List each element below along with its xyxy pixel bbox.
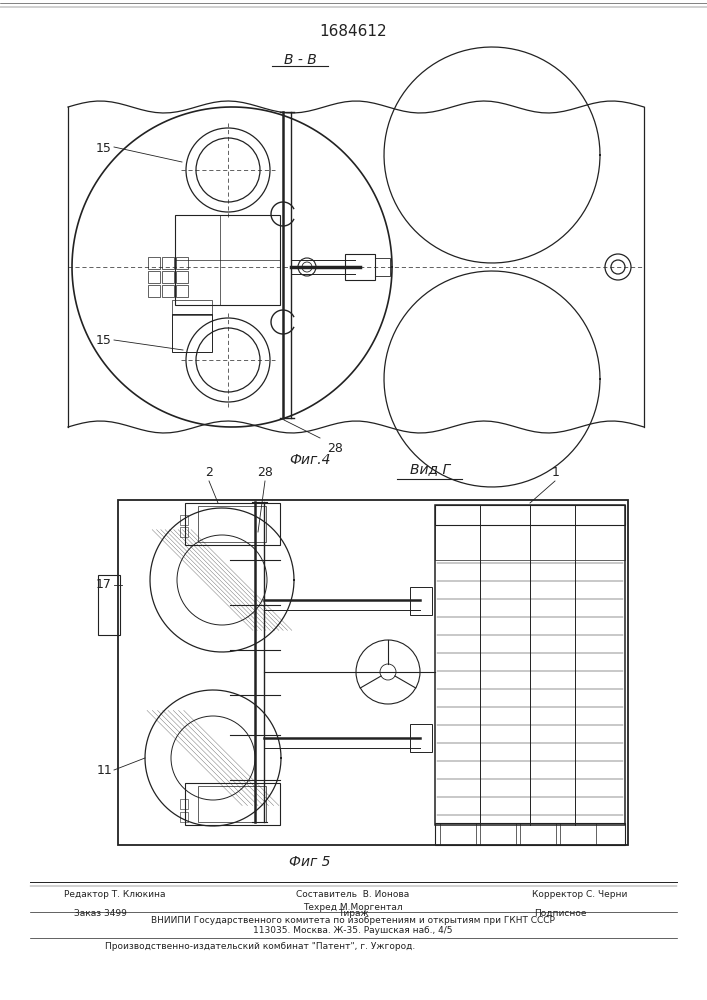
Text: 15: 15 <box>96 141 112 154</box>
Bar <box>175 215 280 305</box>
Text: 28: 28 <box>257 466 273 479</box>
Bar <box>162 285 174 297</box>
Bar <box>185 783 280 825</box>
Bar <box>480 823 516 845</box>
Bar <box>198 506 266 542</box>
Text: 17: 17 <box>96 578 112 591</box>
Bar <box>435 823 625 845</box>
Bar <box>410 724 432 752</box>
Bar <box>410 587 432 615</box>
Bar <box>172 300 212 315</box>
Text: Подписное: Подписное <box>534 909 586 918</box>
Bar <box>435 505 625 525</box>
Bar <box>148 257 160 269</box>
Text: Фиг 5: Фиг 5 <box>289 855 331 869</box>
Bar <box>162 257 174 269</box>
Text: Тираж: Тираж <box>338 909 368 918</box>
Bar <box>118 500 628 845</box>
Bar <box>180 799 188 809</box>
Bar <box>172 314 212 352</box>
Bar <box>148 285 160 297</box>
Bar <box>440 823 476 845</box>
Bar <box>375 258 390 276</box>
Text: 11: 11 <box>96 764 112 776</box>
Bar <box>435 505 625 825</box>
Bar <box>435 525 625 560</box>
Text: Составитель  В. Ионова
Техред М.Моргентал: Составитель В. Ионова Техред М.Моргентал <box>296 890 409 912</box>
Bar <box>520 823 556 845</box>
Text: 113035. Москва. Ж-35. Раушская наб., 4/5: 113035. Москва. Ж-35. Раушская наб., 4/5 <box>253 926 452 935</box>
Text: Вид Г: Вид Г <box>410 462 450 476</box>
Bar <box>176 271 188 283</box>
Text: 1: 1 <box>552 466 560 479</box>
Bar <box>176 285 188 297</box>
Bar <box>148 271 160 283</box>
Bar <box>560 823 596 845</box>
Text: В - В: В - В <box>284 53 316 67</box>
Text: ВНИИПИ Государственного комитета по изобретениям и открытиям при ГКНТ СССР: ВНИИПИ Государственного комитета по изоб… <box>151 916 555 925</box>
Text: 2: 2 <box>205 466 213 479</box>
Bar <box>98 575 120 635</box>
Bar <box>180 812 188 822</box>
Bar <box>180 515 188 525</box>
Bar <box>185 503 280 545</box>
Text: 28: 28 <box>327 442 343 455</box>
Text: Производственно-издательский комбинат "Патент", г. Ужгород.: Производственно-издательский комбинат "П… <box>105 942 415 951</box>
Text: Редактор Т. Клюкина: Редактор Т. Клюкина <box>64 890 165 899</box>
Bar <box>162 271 174 283</box>
Bar <box>180 527 188 537</box>
Bar <box>198 786 266 822</box>
Bar <box>345 254 375 280</box>
Text: 1684612: 1684612 <box>319 24 387 39</box>
Text: Заказ 3499: Заказ 3499 <box>74 909 127 918</box>
Bar <box>176 257 188 269</box>
Text: Корректор С. Черни: Корректор С. Черни <box>532 890 628 899</box>
Text: Фиг.4: Фиг.4 <box>289 453 331 467</box>
Text: 15: 15 <box>96 334 112 347</box>
